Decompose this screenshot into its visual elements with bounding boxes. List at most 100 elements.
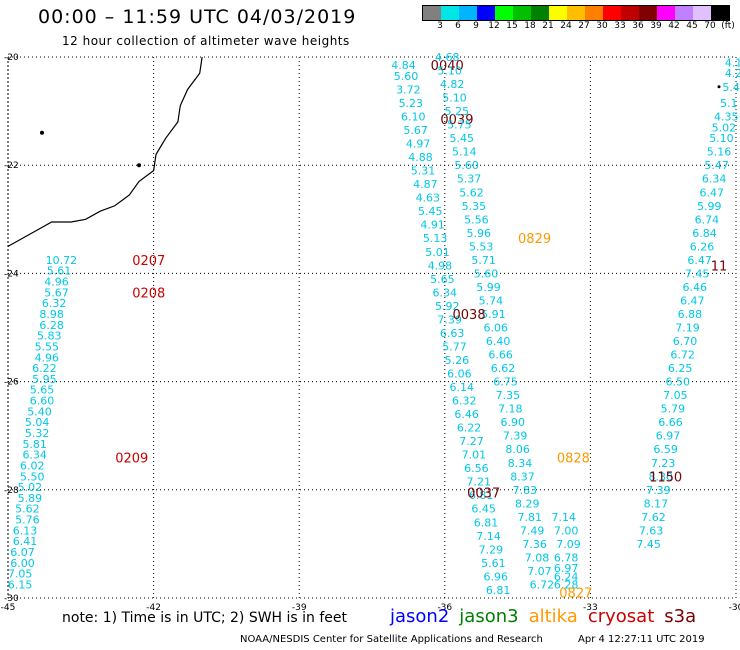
scale-label: 33 <box>614 21 626 31</box>
swh-value-label: 6.41 <box>13 535 38 548</box>
swh-value-label: 6.62 <box>491 362 516 375</box>
swh-value-label: 6.81 <box>486 584 511 597</box>
swh-value-label: 6.66 <box>488 349 513 362</box>
swh-value-label: 5.16 <box>707 146 732 159</box>
swh-value-label: 5.77 <box>442 340 467 353</box>
credit-text: NOAA/NESDIS Center for Satellite Applica… <box>240 634 543 645</box>
lon-tick-label: -36 <box>437 603 452 613</box>
lat-tick-label: -24 <box>4 269 19 279</box>
swh-value-label: 5.89 <box>18 492 43 505</box>
swh-value-label: 6.56 <box>464 462 489 475</box>
swh-value-label: 4.35 <box>714 111 739 124</box>
swh-value-label: 5.60 <box>474 267 499 280</box>
pass-time-label: 0039 <box>440 113 473 128</box>
swh-value-label: 7.39 <box>503 430 528 443</box>
lon-tick-label: -39 <box>292 603 307 613</box>
swh-value-label: 5.10 <box>709 132 734 145</box>
swh-value-label: 7.63 <box>639 524 664 537</box>
swh-value-label: 5.47 <box>704 159 729 172</box>
swh-value-label: 7.27 <box>459 435 484 448</box>
swh-value-label: 4.88 <box>408 151 433 164</box>
swh-value-label: 6.74 <box>695 213 720 226</box>
scale-label: (ft) <box>721 21 735 31</box>
lat-tick-label: -28 <box>4 486 19 496</box>
coastline-path <box>7 56 203 247</box>
swh-value-label: 5.10 <box>437 65 462 78</box>
swh-value-label: 6.28 <box>554 578 579 591</box>
swh-value-label: 5.60 <box>454 159 479 172</box>
swh-value-label: 6.47 <box>687 254 712 267</box>
swh-value-label: 5.55 <box>35 340 60 353</box>
swh-value-label: 5.31 <box>411 165 436 178</box>
map-axis-labels: -45 -42 -39 -36 -33 -30 -20 -22 -24 -26 -28 -30 <box>1 53 740 613</box>
swh-value-label: 6.47 <box>699 186 724 199</box>
scale-label: 12 <box>488 21 500 31</box>
legend-altika: altika <box>528 606 578 627</box>
swh-value-label: 6.60 <box>30 395 55 408</box>
swh-value-label: 6.50 <box>666 376 691 389</box>
coastline <box>7 56 721 247</box>
swh-value-label: 4.1 <box>725 56 740 69</box>
swh-value-label: 4.68 <box>435 51 460 64</box>
swh-value-label: 8.06 <box>505 443 530 456</box>
scale-swatch <box>711 6 729 20</box>
swh-value-label: 6.63 <box>440 327 465 340</box>
swh-value-label: 5.45 <box>450 132 475 145</box>
scale-swatch <box>513 6 531 20</box>
swh-value-label: 5.45 <box>418 205 443 218</box>
swh-value-label: 6.46 <box>682 281 707 294</box>
scale-label: 39 <box>650 21 662 31</box>
swh-value-label: 5.26 <box>445 354 470 367</box>
swh-value-label: 6.25 <box>668 362 693 375</box>
swh-value-label: 5.23 <box>399 97 424 110</box>
scale-swatch <box>495 6 513 20</box>
swh-value-label: 7.09 <box>556 538 581 551</box>
swh-value-label: 7.14 <box>476 530 501 543</box>
pass-time-label: 0207 <box>132 254 165 269</box>
swh-value-label: 5.83 <box>37 330 62 343</box>
swh-value-label: 7.49 <box>520 524 545 537</box>
page-subtitle: 12 hour collection of altimeter wave hei… <box>62 34 350 48</box>
scale-swatch <box>603 6 621 20</box>
map-grid <box>7 56 737 599</box>
swh-value-label: 6.72 <box>670 349 695 362</box>
swh-value-label: 7.07 <box>527 565 552 578</box>
scale-label: 18 <box>524 21 536 31</box>
scale-swatch <box>459 6 477 20</box>
lat-tick-label: -20 <box>4 53 19 63</box>
lon-tick-label: -45 <box>1 603 16 613</box>
swh-value-label: 6.22 <box>32 362 57 375</box>
swh-value-label: 5.32 <box>25 427 50 440</box>
swh-value-label: 6.40 <box>486 335 511 348</box>
pass-time-label: 11 <box>711 259 728 274</box>
swh-value-label: 6.34 <box>702 173 727 186</box>
swh-value-label: 6.24 <box>554 570 579 583</box>
legend-jason3: jason3 <box>459 606 519 627</box>
scale-swatch <box>477 6 495 20</box>
scale-label: 6 <box>455 21 461 31</box>
swh-value-label: 7.05 <box>663 389 688 402</box>
swh-value-label: 7.23 <box>651 457 676 470</box>
scale-label: 21 <box>542 21 554 31</box>
swh-value-label: 4.97 <box>406 138 431 151</box>
swh-value-label: 5.61 <box>47 265 72 278</box>
swh-value-label: 7.14 <box>551 511 576 524</box>
lon-tick-label: -33 <box>583 603 598 613</box>
swh-value-label: 5.65 <box>430 273 455 286</box>
swh-value-label: 6.72 <box>530 578 555 591</box>
generation-date: Apr 4 12:27:11 UTC 2019 <box>578 634 705 645</box>
scale-label: 45 <box>686 21 698 31</box>
scale-label: 24 <box>560 21 572 31</box>
swh-value-label: 5.14 <box>452 146 477 159</box>
scale-swatch <box>693 6 711 20</box>
swh-value-label: 7.00 <box>554 524 579 537</box>
pass-time-label: 0208 <box>132 286 165 301</box>
scale-swatch <box>585 6 603 20</box>
swh-value-label: 5.67 <box>403 124 428 137</box>
swh-value-label: 5.25 <box>445 105 470 118</box>
swh-value-label: 7.01 <box>462 449 487 462</box>
swh-value-label: 6.70 <box>673 335 698 348</box>
swh-value-label: 8.29 <box>515 497 540 510</box>
scale-label: 36 <box>632 21 644 31</box>
scale-swatch <box>441 6 459 20</box>
